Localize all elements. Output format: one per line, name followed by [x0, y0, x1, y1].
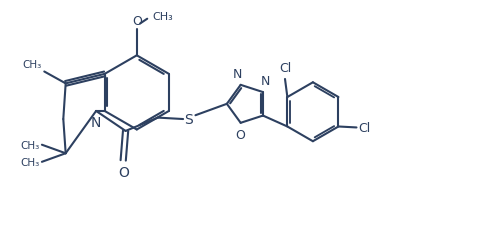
Text: N: N: [91, 115, 101, 129]
Text: CH₃: CH₃: [20, 157, 40, 167]
Text: CH₃: CH₃: [20, 140, 40, 150]
Text: Cl: Cl: [358, 122, 370, 134]
Text: N: N: [261, 75, 271, 88]
Text: CH₃: CH₃: [152, 12, 173, 22]
Text: CH₃: CH₃: [22, 60, 42, 70]
Text: O: O: [132, 15, 141, 28]
Text: O: O: [236, 128, 246, 141]
Text: N: N: [233, 68, 242, 81]
Text: S: S: [185, 112, 193, 126]
Text: Cl: Cl: [279, 62, 291, 75]
Text: O: O: [118, 166, 129, 179]
